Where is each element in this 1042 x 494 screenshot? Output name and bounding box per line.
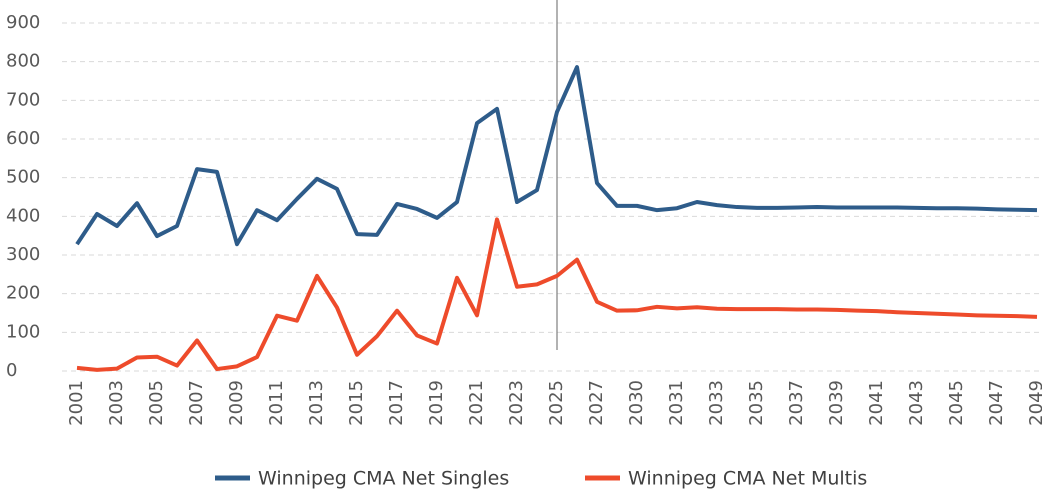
x-tick-label: 2001 — [66, 380, 87, 426]
x-tick-label: 2003 — [106, 380, 127, 426]
x-tick-label: 2030 — [626, 380, 647, 426]
legend: Winnipeg CMA Net Singles Winnipeg CMA Net… — [215, 468, 867, 490]
x-tick-label: 2011 — [266, 380, 287, 426]
x-tick-label: 2017 — [386, 380, 407, 426]
x-tick-label: 2021 — [466, 380, 487, 426]
y-tick-label: 500 — [6, 167, 40, 188]
x-tick-label: 2049 — [1026, 380, 1042, 426]
x-tick-label: 2027 — [586, 380, 607, 426]
y-tick-label: 300 — [6, 244, 40, 265]
series-line — [75, 65, 1038, 247]
legend-label: Winnipeg CMA Net Multis — [628, 468, 867, 490]
x-tick-label: 2043 — [906, 380, 927, 426]
x-tick-label: 2037 — [786, 380, 807, 426]
x-tick-label: 2025 — [546, 380, 567, 426]
x-tick-label: 2013 — [306, 380, 327, 426]
x-tick-label: 2031 — [666, 380, 687, 426]
y-tick-label: 600 — [6, 128, 40, 149]
x-tick-label: 2039 — [826, 380, 847, 426]
x-tick-label: 2045 — [946, 380, 967, 426]
legend-label: Winnipeg CMA Net Singles — [258, 468, 509, 490]
x-tick-label: 2009 — [226, 380, 247, 426]
x-tick-label: 2005 — [146, 380, 167, 426]
series-line — [76, 217, 1038, 372]
y-tick-label: 200 — [6, 283, 40, 304]
x-tick-label: 2019 — [426, 380, 447, 426]
x-tick-label: 2023 — [506, 380, 527, 426]
y-tick-label: 0 — [6, 360, 17, 381]
x-tick-label: 2015 — [346, 380, 367, 426]
y-tick-label: 700 — [6, 89, 40, 110]
x-tick-label: 2035 — [746, 380, 767, 426]
y-tick-label: 900 — [6, 12, 40, 33]
x-tick-label: 2047 — [986, 380, 1007, 426]
x-tick-label: 2033 — [706, 380, 727, 426]
y-tick-label: 400 — [6, 205, 40, 226]
x-tick-label: 2007 — [186, 380, 207, 426]
y-tick-label: 800 — [6, 51, 40, 72]
x-tick-label: 2041 — [866, 380, 887, 426]
y-tick-label: 100 — [6, 321, 40, 342]
